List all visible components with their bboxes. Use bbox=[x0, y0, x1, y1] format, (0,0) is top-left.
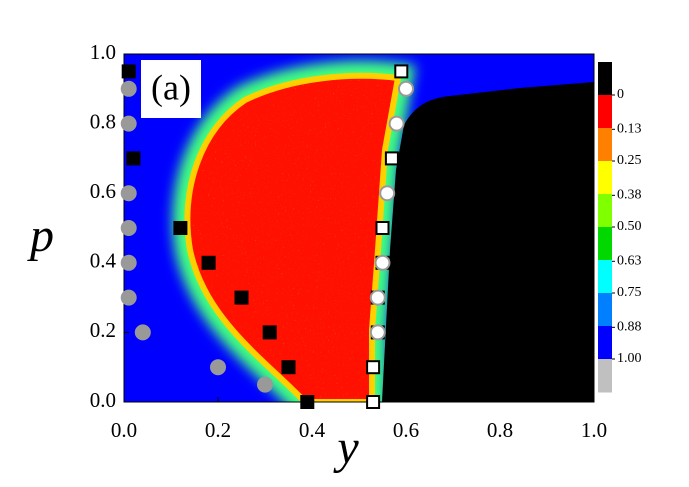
y-axis-label: p bbox=[27, 209, 54, 262]
colorbar-tick-label: 0 bbox=[617, 87, 624, 102]
heatmap-black-region bbox=[382, 82, 594, 402]
circle-marker bbox=[134, 324, 151, 341]
colorbar-segment bbox=[598, 161, 612, 195]
colorbar-segment bbox=[598, 128, 612, 162]
y-tick-label: 0.0 bbox=[90, 388, 116, 412]
square-marker bbox=[366, 360, 381, 375]
colorbar-tick-label: 1.00 bbox=[617, 351, 642, 366]
colorbar-segment bbox=[598, 359, 612, 393]
heatmap bbox=[124, 54, 594, 402]
panel-label-box bbox=[141, 60, 201, 118]
circle-marker bbox=[257, 376, 273, 393]
circle-marker bbox=[120, 185, 137, 202]
square-marker bbox=[300, 395, 315, 409]
colorbar-segment bbox=[598, 227, 612, 261]
colorbar-segment bbox=[598, 194, 612, 228]
square-marker bbox=[384, 151, 399, 166]
y-tick-label: 0.6 bbox=[90, 179, 116, 203]
circle-marker bbox=[398, 80, 414, 97]
x-tick-label: 0.0 bbox=[111, 418, 137, 442]
circle-marker bbox=[210, 359, 226, 376]
square-marker bbox=[375, 221, 390, 235]
square-marker bbox=[262, 325, 277, 340]
x-tick-label: 0.4 bbox=[299, 418, 326, 442]
colorbar-segment bbox=[598, 95, 612, 129]
colorbar-tick-label: 0.38 bbox=[617, 188, 642, 203]
colorbar-segment bbox=[598, 326, 612, 360]
x-tick-label: 0.8 bbox=[487, 418, 513, 442]
colorbar-tick-label: 0.13 bbox=[617, 122, 642, 137]
y-tick-label: 0.2 bbox=[90, 318, 116, 342]
colorbar-tick-label: 0.75 bbox=[617, 285, 642, 300]
circle-marker bbox=[369, 324, 386, 341]
colorbar-tick-label: 0.63 bbox=[617, 254, 642, 269]
colorbar-segment bbox=[598, 293, 612, 327]
circle-marker bbox=[374, 254, 391, 271]
y-tick-label: 0.8 bbox=[90, 109, 116, 133]
panel-label: (a) bbox=[151, 67, 191, 107]
square-marker bbox=[394, 64, 409, 79]
colorbar-segment bbox=[598, 62, 612, 96]
colorbar-tick-label: 0.88 bbox=[617, 320, 642, 335]
y-tick-label: 0.4 bbox=[90, 249, 117, 273]
colorbar-tick-label: 0.25 bbox=[617, 153, 642, 168]
colorbar-segment bbox=[598, 260, 612, 294]
circle-marker bbox=[120, 220, 137, 236]
circle-marker bbox=[120, 115, 137, 132]
square-marker bbox=[126, 151, 141, 166]
square-marker bbox=[366, 395, 381, 409]
square-marker bbox=[201, 255, 216, 270]
x-axis-label: y bbox=[332, 421, 359, 474]
square-marker bbox=[121, 64, 136, 79]
square-marker bbox=[281, 360, 296, 375]
x-tick-label: 0.2 bbox=[205, 418, 231, 442]
square-marker bbox=[173, 221, 188, 235]
circle-marker bbox=[120, 80, 137, 97]
y-tick-label: 1.0 bbox=[90, 40, 116, 64]
circle-marker bbox=[369, 289, 386, 306]
colorbar-tick-label: 0.50 bbox=[617, 219, 642, 234]
circle-marker bbox=[388, 115, 405, 132]
circle-marker bbox=[379, 185, 396, 202]
x-tick-label: 0.6 bbox=[393, 418, 419, 442]
circle-marker bbox=[120, 289, 137, 306]
x-tick-label: 1.0 bbox=[581, 418, 607, 442]
circle-marker bbox=[120, 254, 137, 271]
square-marker bbox=[234, 290, 249, 305]
